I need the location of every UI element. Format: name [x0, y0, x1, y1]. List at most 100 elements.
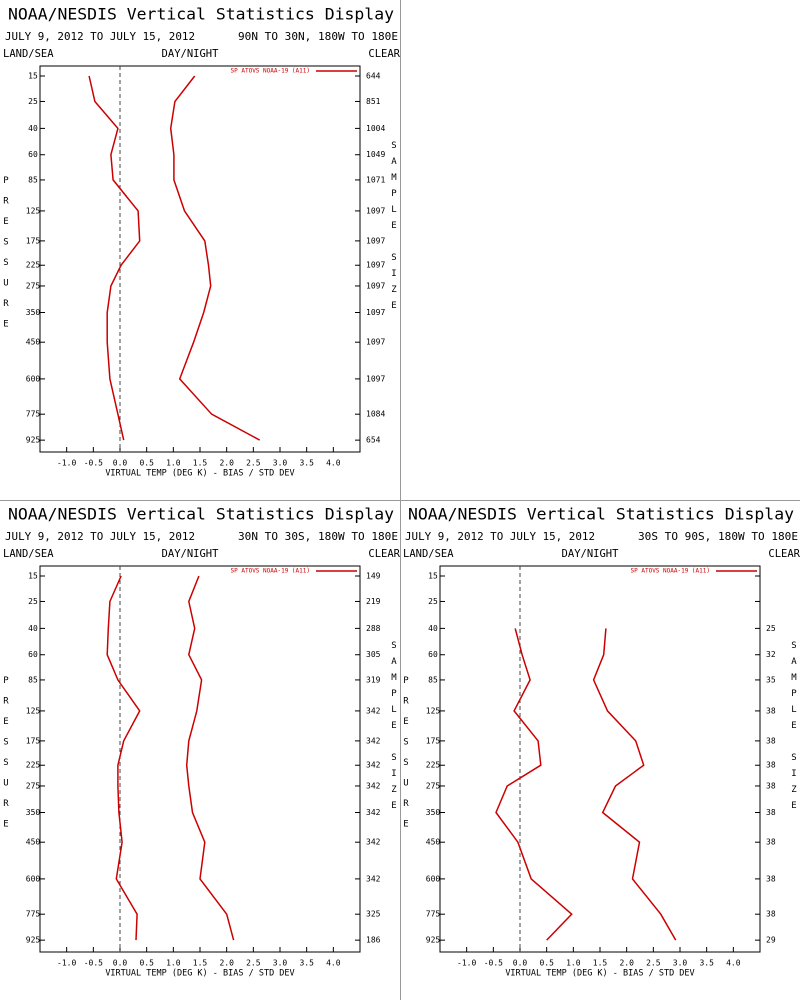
chart-title: NOAA/NESDIS Vertical Statistics Display	[8, 5, 394, 24]
x-tick-label: 1.0	[566, 959, 581, 968]
y-tick-label: 925	[26, 936, 41, 945]
x-tick-label: 1.0	[166, 459, 181, 468]
y2-axis-label: SAMPLE SIZE	[789, 641, 799, 817]
sample-size: 1097	[366, 338, 385, 347]
x-axis-label: VIRTUAL TEMP (DEG K) - BIAS / STD DEV	[105, 469, 294, 479]
sample-size: 38	[766, 706, 776, 715]
y-tick-label: 600	[26, 374, 41, 383]
bias-line	[88, 75, 141, 441]
sample-size: 654	[366, 436, 381, 445]
sample-size: 325	[366, 910, 381, 919]
subtitle: JULY 9, 2012 TO JULY 15, 2012	[5, 531, 195, 543]
x-tick-label: 4.0	[726, 959, 741, 968]
y-tick-label: 85	[28, 175, 38, 184]
x-tick-label: 1.5	[593, 959, 608, 968]
x-tick-label: 0.5	[139, 459, 154, 468]
legend-label: SP ATOVS NOAA-19 (A11)	[231, 68, 310, 75]
right-header: CLEAR	[768, 548, 800, 560]
chart: NOAA/NESDIS Vertical Statistics Display J…	[3, 5, 400, 479]
chart-panel: NOAA/NESDIS Vertical Statistics Display J…	[0, 0, 400, 500]
y-tick-label: 175	[426, 736, 441, 745]
y-tick-label: 275	[426, 781, 441, 790]
x-tick-label: 0.0	[113, 459, 128, 468]
chart-title: NOAA/NESDIS Vertical Statistics Display	[408, 505, 794, 524]
chart-panel: NOAA/NESDIS Vertical Statistics Display J…	[0, 500, 400, 1000]
x-tick-label: 0.5	[539, 959, 554, 968]
region: 30S TO 90S, 180W TO 180E	[638, 531, 798, 543]
sample-size: 1097	[366, 206, 385, 215]
sample-size: 342	[366, 706, 381, 715]
y-tick-label: 40	[28, 124, 38, 133]
y-tick-label: 25	[28, 597, 38, 606]
y-tick-label: 450	[26, 838, 41, 847]
x-axis-label: VIRTUAL TEMP (DEG K) - BIAS / STD DEV	[505, 969, 694, 979]
sample-size: 342	[366, 761, 381, 770]
sample-size: 1097	[366, 236, 385, 245]
x-tick-label: -1.0	[57, 459, 76, 468]
sample-size: 319	[366, 675, 381, 684]
x-tick-label: 0.5	[139, 959, 154, 968]
sample-size: 1097	[366, 308, 385, 317]
x-tick-label: 3.0	[673, 959, 688, 968]
x-tick-label: -0.5	[484, 959, 503, 968]
sample-size: 186	[366, 936, 381, 945]
y-tick-label: 350	[426, 808, 441, 817]
subtitle: JULY 9, 2012 TO JULY 15, 2012	[405, 531, 595, 543]
y-tick-label: 225	[426, 761, 441, 770]
left-header: LAND/SEA	[3, 548, 54, 560]
sample-size: 38	[766, 736, 776, 745]
y-tick-label: 15	[28, 72, 38, 81]
x-tick-label: 0.0	[113, 959, 128, 968]
y-tick-label: 925	[26, 436, 41, 445]
y-axis-label: PRESSURE	[1, 676, 11, 840]
y2-axis-label: SAMPLE SIZE	[389, 141, 399, 317]
x-tick-label: 1.0	[166, 959, 181, 968]
center-header: DAY/NIGHT	[162, 48, 220, 60]
left-header: LAND/SEA	[403, 548, 454, 560]
y-tick-label: 60	[28, 150, 38, 159]
y-tick-label: 125	[426, 706, 441, 715]
left-header: LAND/SEA	[3, 48, 54, 60]
x-tick-label: -1.0	[57, 959, 76, 968]
y-tick-label: 275	[26, 781, 41, 790]
x-tick-label: 1.5	[193, 959, 208, 968]
legend-label: SP ATOVS NOAA-19 (A11)	[231, 568, 310, 575]
std-dev-line	[169, 75, 261, 441]
sample-size: 38	[766, 761, 776, 770]
y-tick-label: 175	[26, 236, 41, 245]
right-header: CLEAR	[368, 48, 400, 60]
y-tick-label: 15	[428, 572, 438, 581]
sample-size: 644	[366, 72, 381, 81]
sample-size: 851	[366, 97, 381, 106]
y-tick-label: 925	[426, 936, 441, 945]
x-tick-label: -0.5	[84, 459, 103, 468]
divider	[0, 500, 800, 501]
y-tick-label: 60	[428, 650, 438, 659]
sample-size: 29	[766, 936, 776, 945]
x-tick-label: 3.0	[273, 459, 288, 468]
x-tick-label: 1.5	[193, 459, 208, 468]
x-tick-label: 4.0	[326, 959, 341, 968]
y-tick-label: 25	[28, 97, 38, 106]
y-tick-label: 275	[26, 281, 41, 290]
y-axis-label: PRESSURE	[401, 676, 411, 840]
x-tick-label: 4.0	[326, 459, 341, 468]
y-tick-label: 350	[26, 308, 41, 317]
legend-label: SP ATOVS NOAA-19 (A11)	[631, 568, 710, 575]
sample-size: 1097	[366, 281, 385, 290]
y-tick-label: 125	[26, 206, 41, 215]
y-tick-label: 40	[428, 624, 438, 633]
y-tick-label: 175	[26, 736, 41, 745]
x-tick-label: 2.0	[619, 959, 634, 968]
x-tick-label: 2.5	[646, 959, 661, 968]
y-tick-label: 775	[26, 910, 41, 919]
region: 30N TO 30S, 180W TO 180E	[238, 531, 398, 543]
sample-size: 342	[366, 874, 381, 883]
x-tick-label: -0.5	[84, 959, 103, 968]
x-tick-label: 3.5	[299, 959, 314, 968]
plot-frame	[439, 565, 761, 953]
subtitle: JULY 9, 2012 TO JULY 15, 2012	[5, 31, 195, 43]
x-tick-label: 2.5	[246, 959, 261, 968]
sample-size: 288	[366, 624, 381, 633]
sample-size: 342	[366, 781, 381, 790]
